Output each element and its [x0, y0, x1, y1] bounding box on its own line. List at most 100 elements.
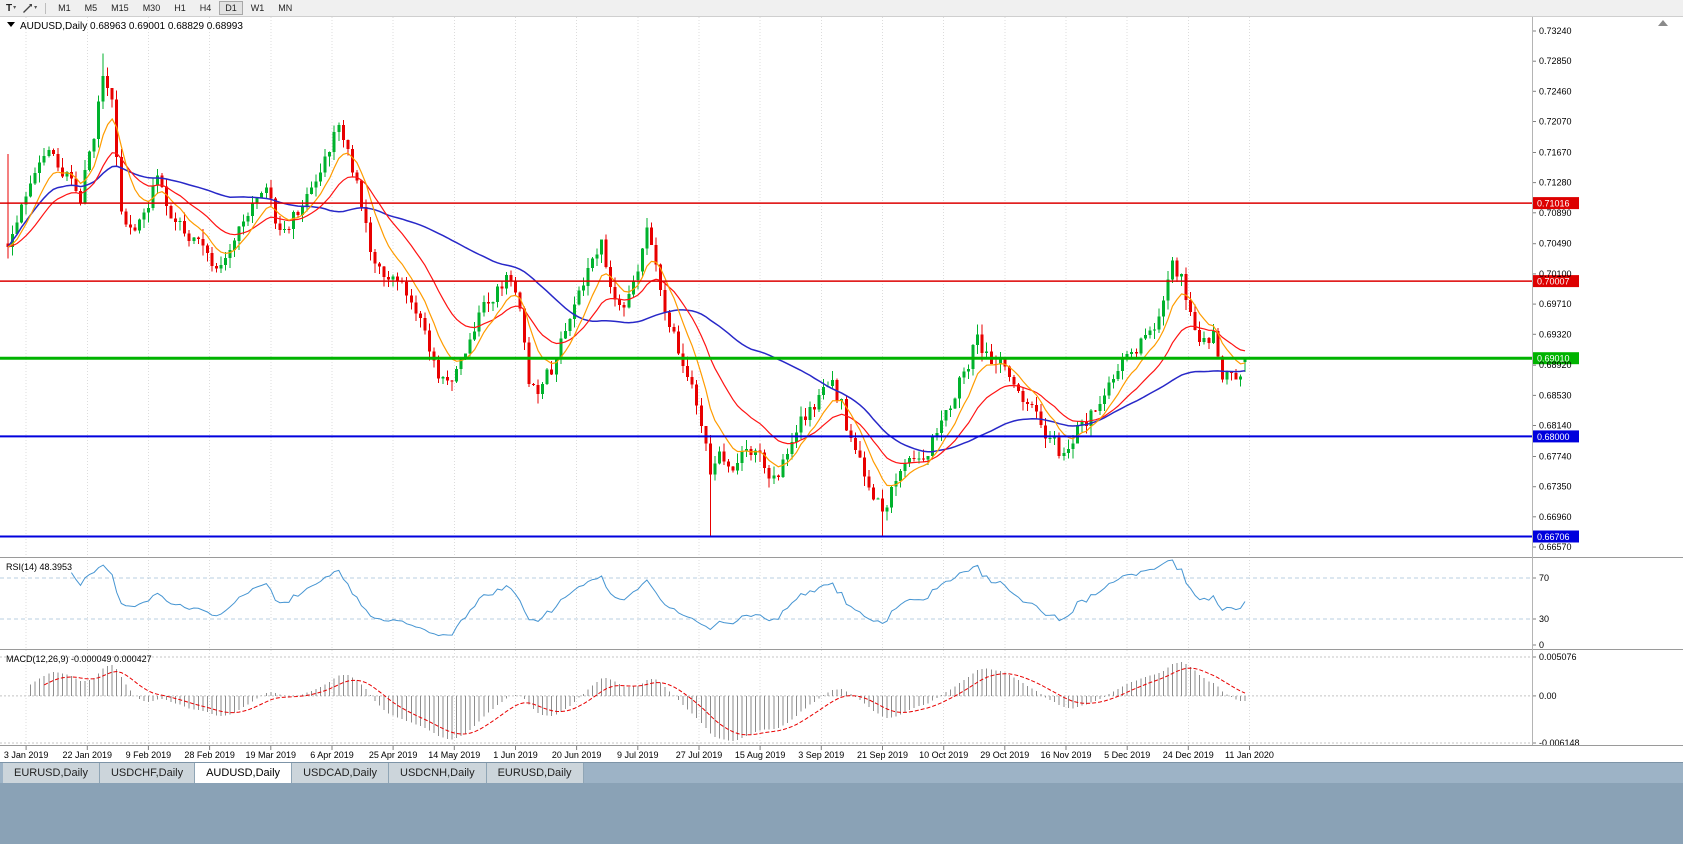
rsi-pane: 70 30 0 RSI(14) 48.3953	[0, 559, 1549, 650]
svg-text:70: 70	[1539, 573, 1549, 583]
svg-text:28 Feb 2019: 28 Feb 2019	[184, 750, 235, 760]
chart-tab-3-usdcad-daily[interactable]: USDCAD,Daily	[292, 763, 390, 783]
timeframe-h4-button[interactable]: H4	[199, 3, 212, 13]
svg-text:20 Jun 2019: 20 Jun 2019	[552, 750, 602, 760]
pane-dividers	[0, 17, 1683, 746]
svg-text:29 Oct 2019: 29 Oct 2019	[980, 750, 1029, 760]
level-price-tag-label: 0.66706	[1537, 532, 1570, 542]
svg-text:0.71280: 0.71280	[1539, 178, 1572, 188]
chart-svg[interactable]: 0.710160.700070.690100.680000.667060.732…	[0, 17, 1683, 762]
levels-layer: 0.71016 0.70007 0.69010 0.68000 0.66706	[0, 197, 1579, 543]
chart-tab-2-audusd-daily[interactable]: AUDUSD,Daily	[195, 763, 293, 783]
svg-text:22 Jan 2019: 22 Jan 2019	[63, 750, 113, 760]
drawing-tool-button[interactable]: ▾	[19, 1, 40, 16]
svg-text:0.72850: 0.72850	[1539, 56, 1572, 66]
svg-text:15 Aug 2019: 15 Aug 2019	[735, 750, 786, 760]
svg-text:0.005076: 0.005076	[1539, 652, 1577, 662]
macd-pane: 0.005076 0.00 -0.006148 MACD(12,26,9) -0.00…	[0, 652, 1580, 748]
macd-histogram	[30, 662, 1246, 741]
svg-text:24 Dec 2019: 24 Dec 2019	[1163, 750, 1214, 760]
level-price-tag-label: 0.68000	[1537, 432, 1570, 442]
svg-text:27 Jul 2019: 27 Jul 2019	[676, 750, 723, 760]
svg-text:11 Jan 2020: 11 Jan 2020	[1225, 750, 1274, 760]
svg-text:6 Apr 2019: 6 Apr 2019	[310, 750, 354, 760]
text-tool-button[interactable]: T ▾	[3, 1, 19, 16]
svg-text:9 Feb 2019: 9 Feb 2019	[126, 750, 172, 760]
timeframe-w1-button[interactable]: W1	[250, 3, 265, 13]
svg-text:0.72460: 0.72460	[1539, 86, 1572, 96]
svg-text:-0.006148: -0.006148	[1539, 738, 1580, 748]
chart-collapse-icon[interactable]	[7, 22, 15, 27]
svg-text:0.66570: 0.66570	[1539, 542, 1572, 552]
grid-layer	[25, 17, 1250, 745]
level-price-tag	[1533, 275, 1579, 288]
level-price-tag	[1533, 530, 1579, 543]
svg-text:9 Jul 2019: 9 Jul 2019	[617, 750, 659, 760]
svg-text:0.68140: 0.68140	[1539, 421, 1572, 431]
timeframe-h1-button[interactable]: H1	[174, 3, 186, 13]
level-price-tag	[1533, 197, 1579, 210]
svg-text:0.73240: 0.73240	[1539, 26, 1572, 36]
svg-text:0.69710: 0.69710	[1539, 299, 1572, 309]
macd-label: MACD(12,26,9) -0.000049 0.000427	[6, 654, 152, 664]
chart-tab-1-usdchf-daily[interactable]: USDCHF,Daily	[99, 763, 196, 783]
svg-text:0.68920: 0.68920	[1539, 360, 1572, 370]
toolbar-separator	[45, 2, 47, 14]
scroll-up-icon[interactable]	[1658, 20, 1668, 26]
svg-text:19 Mar 2019: 19 Mar 2019	[246, 750, 297, 760]
timeframe-m5-button[interactable]: M5	[84, 3, 98, 13]
line-draw-icon	[23, 3, 33, 13]
svg-text:0.67740: 0.67740	[1539, 452, 1572, 462]
ma-50-line	[7, 165, 1246, 453]
rsi-label: RSI(14) 48.3953	[6, 562, 72, 572]
svg-text:3 Jan 2019: 3 Jan 2019	[4, 750, 49, 760]
caret-down-icon: ▾	[13, 5, 17, 11]
svg-text:0.71670: 0.71670	[1539, 148, 1572, 158]
svg-text:25 Apr 2019: 25 Apr 2019	[369, 750, 418, 760]
top-toolbar: T ▾ ▾ M1 M5 M15 M30 H1 H4 D1 W1 MN	[0, 0, 1683, 17]
timeframe-m15-button[interactable]: M15	[111, 3, 129, 13]
timeframe-buttons: M1 M5 M15 M30 H1 H4 D1 W1 MN	[52, 1, 298, 15]
svg-text:0.00: 0.00	[1539, 691, 1557, 701]
chart-tabs: EURUSD,Daily USDCHF,Daily AUDUSD,Daily USDC…	[0, 762, 1683, 783]
timeframe-m30-button[interactable]: M30	[142, 3, 161, 13]
svg-text:5 Dec 2019: 5 Dec 2019	[1104, 750, 1150, 760]
svg-text:0.72070: 0.72070	[1539, 117, 1572, 127]
ma-20-line	[7, 152, 1246, 464]
chart-title: AUDUSD,Daily 0.68963 0.69001 0.68829 0.6…	[20, 21, 243, 32]
svg-text:0.66960: 0.66960	[1539, 512, 1572, 522]
svg-text:10 Oct 2019: 10 Oct 2019	[919, 750, 968, 760]
chart-tab-4-usdcnh-daily[interactable]: USDCNH,Daily	[389, 763, 487, 783]
svg-text:3 Sep 2019: 3 Sep 2019	[798, 750, 844, 760]
svg-text:0.68530: 0.68530	[1539, 390, 1572, 400]
svg-text:1 Jun 2019: 1 Jun 2019	[493, 750, 538, 760]
svg-text:0: 0	[1539, 640, 1544, 650]
macd-signal-line	[43, 667, 1246, 736]
level-price-tag	[1533, 430, 1579, 443]
timeframe-m1-button[interactable]: M1	[58, 3, 71, 13]
level-price-tag-label: 0.69010	[1537, 354, 1570, 364]
rsi-line	[70, 559, 1246, 637]
level-price-tag-label: 0.70007	[1537, 277, 1570, 287]
svg-text:0.67350: 0.67350	[1539, 482, 1572, 492]
svg-text:14 May 2019: 14 May 2019	[428, 750, 480, 760]
timeframe-d1-button[interactable]: D1	[219, 1, 243, 15]
caret-down-icon: ▾	[34, 5, 38, 11]
candles-layer	[6, 53, 1247, 537]
text-tool-label: T	[6, 2, 13, 14]
price-axis: 0.73240 0.72850 0.72460 0.72070 0.71670 0.712…	[1532, 26, 1572, 552]
level-price-tag	[1533, 352, 1579, 365]
svg-text:0.69320: 0.69320	[1539, 329, 1572, 339]
level-price-tag-label: 0.71016	[1537, 199, 1570, 209]
status-area	[0, 783, 1683, 844]
timeframe-mn-button[interactable]: MN	[278, 3, 293, 13]
chart-tab-5-eurusd-daily[interactable]: EURUSD,Daily	[486, 763, 584, 783]
svg-text:30: 30	[1539, 614, 1549, 624]
date-axis: 3 Jan 2019 22 Jan 2019 9 Feb 2019 28 Feb 20…	[4, 746, 1274, 760]
svg-text:16 Nov 2019: 16 Nov 2019	[1040, 750, 1091, 760]
svg-text:21 Sep 2019: 21 Sep 2019	[857, 750, 908, 760]
ma-8-line	[7, 117, 1246, 487]
chart-tab-0-eurusd-daily[interactable]: EURUSD,Daily	[3, 763, 100, 783]
svg-text:0.70490: 0.70490	[1539, 239, 1572, 249]
